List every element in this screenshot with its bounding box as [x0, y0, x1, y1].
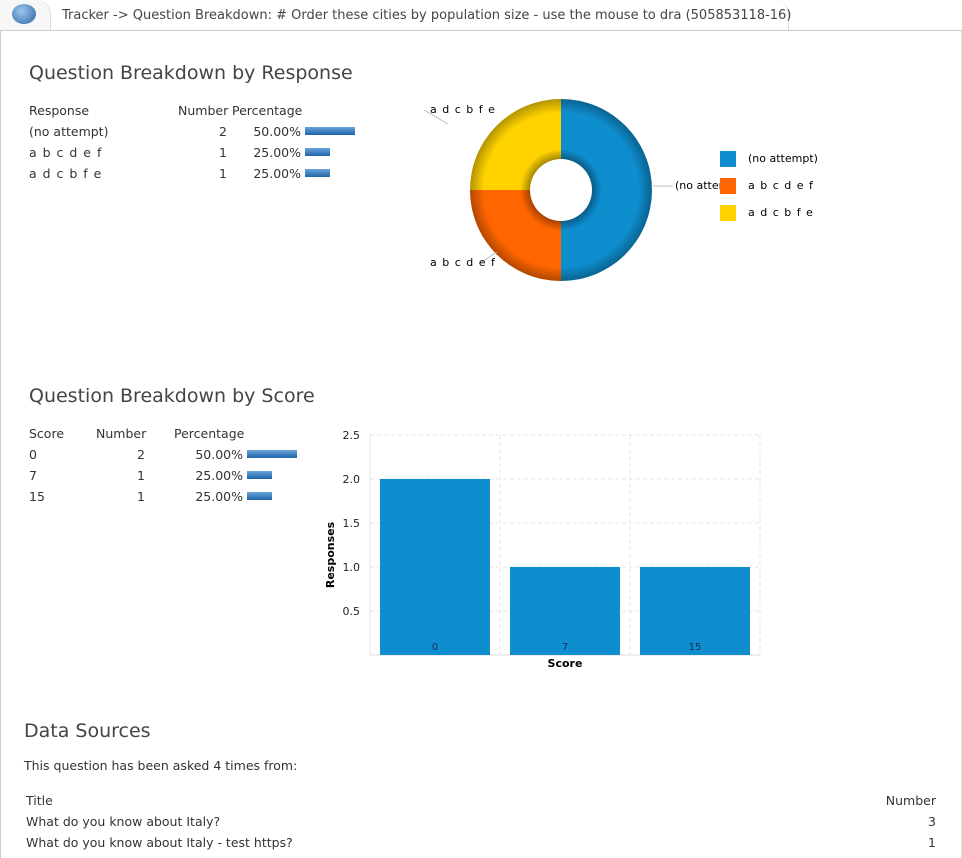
response-number: 2 [219, 124, 227, 139]
bar[interactable] [380, 479, 490, 655]
source-title[interactable]: What do you know about Italy - test http… [26, 835, 293, 850]
bar-category-label: 7 [562, 642, 568, 653]
percentage-bar [247, 471, 272, 479]
data-sources-intro: This question has been asked 4 times fro… [24, 758, 298, 773]
response-value: a b c d e f [29, 145, 103, 160]
col-score: Score [29, 426, 65, 441]
score-value: 0 [29, 447, 37, 462]
slice-label-no-attempt: (no attem [675, 179, 730, 192]
col-number: Number [96, 426, 147, 441]
bar[interactable] [510, 567, 620, 655]
score-number: 1 [137, 489, 145, 504]
col-response: Response [29, 103, 90, 118]
leader-line [423, 109, 449, 125]
col-title: Title [26, 793, 53, 808]
bar-category-label: 15 [689, 642, 702, 653]
y-tick-label: 1.0 [343, 561, 361, 574]
response-percentage: 25.00% [253, 166, 301, 181]
response-percentage: 25.00% [253, 145, 301, 160]
percentage-bar [247, 450, 297, 458]
score-percentage: 25.00% [195, 489, 243, 504]
percentage-bar [305, 169, 330, 177]
percentage-bar [247, 492, 272, 500]
donut-hole [530, 159, 592, 221]
y-tick-label: 1.5 [343, 517, 361, 530]
score-value: 15 [29, 489, 45, 504]
col-percentage: Percentage [232, 103, 303, 118]
bar-category-label: 0 [432, 642, 438, 653]
y-axis-title: Responses [324, 521, 337, 588]
response-number: 1 [219, 145, 227, 160]
slice-label-abcdef: a b c d e f [430, 256, 496, 269]
response-value: (no attempt) [29, 124, 109, 139]
breadcrumb-tab[interactable]: Tracker -> Question Breakdown: # Order t… [50, 0, 792, 30]
legend-swatch[interactable] [720, 151, 736, 167]
response-section-title: Question Breakdown by Response [29, 62, 353, 84]
leader-line [479, 251, 498, 264]
slice-label-adcbfe: a d c b f e [430, 103, 496, 116]
y-tick-label: 2.0 [343, 473, 361, 486]
top-bar: Tracker -> Question Breakdown: # Order t… [0, 0, 962, 31]
y-tick-label: 0.5 [343, 605, 361, 618]
percentage-bar [305, 148, 330, 156]
legend-label[interactable]: a d c b f e [748, 206, 814, 219]
data-sources-title: Data Sources [24, 720, 151, 742]
breadcrumb: Tracker -> Question Breakdown: # Order t… [62, 8, 792, 23]
x-axis-title: Score [548, 657, 583, 670]
source-number: 1 [928, 835, 936, 850]
bar[interactable] [640, 567, 750, 655]
legend-label[interactable]: a b c d e f [748, 179, 814, 192]
y-tick-label: 2.5 [343, 429, 361, 442]
response-donut-chart [423, 99, 673, 281]
score-value: 7 [29, 468, 37, 483]
source-number: 3 [928, 814, 936, 829]
col-number: Number [885, 793, 936, 808]
response-value: a d c b f e [29, 166, 103, 181]
col-number: Number [178, 103, 229, 118]
score-bar-chart: 0.5 1.0 1.5 2.0 2.5 0 7 15 Score Responses [324, 429, 761, 670]
response-number: 1 [219, 166, 227, 181]
questionwriter-logo-icon [12, 4, 36, 24]
score-percentage: 50.00% [195, 447, 243, 462]
score-number: 2 [137, 447, 145, 462]
score-percentage: 25.00% [195, 468, 243, 483]
percentage-bar [305, 127, 355, 135]
legend-swatch[interactable] [720, 178, 736, 194]
logo-tab[interactable] [0, 0, 51, 30]
score-number: 1 [137, 468, 145, 483]
source-title[interactable]: What do you know about Italy? [26, 814, 221, 829]
col-percentage: Percentage [174, 426, 245, 441]
score-section-title: Question Breakdown by Score [29, 385, 315, 407]
legend-swatch[interactable] [720, 205, 736, 221]
response-percentage: 50.00% [253, 124, 301, 139]
legend-label[interactable]: (no attempt) [748, 152, 818, 165]
